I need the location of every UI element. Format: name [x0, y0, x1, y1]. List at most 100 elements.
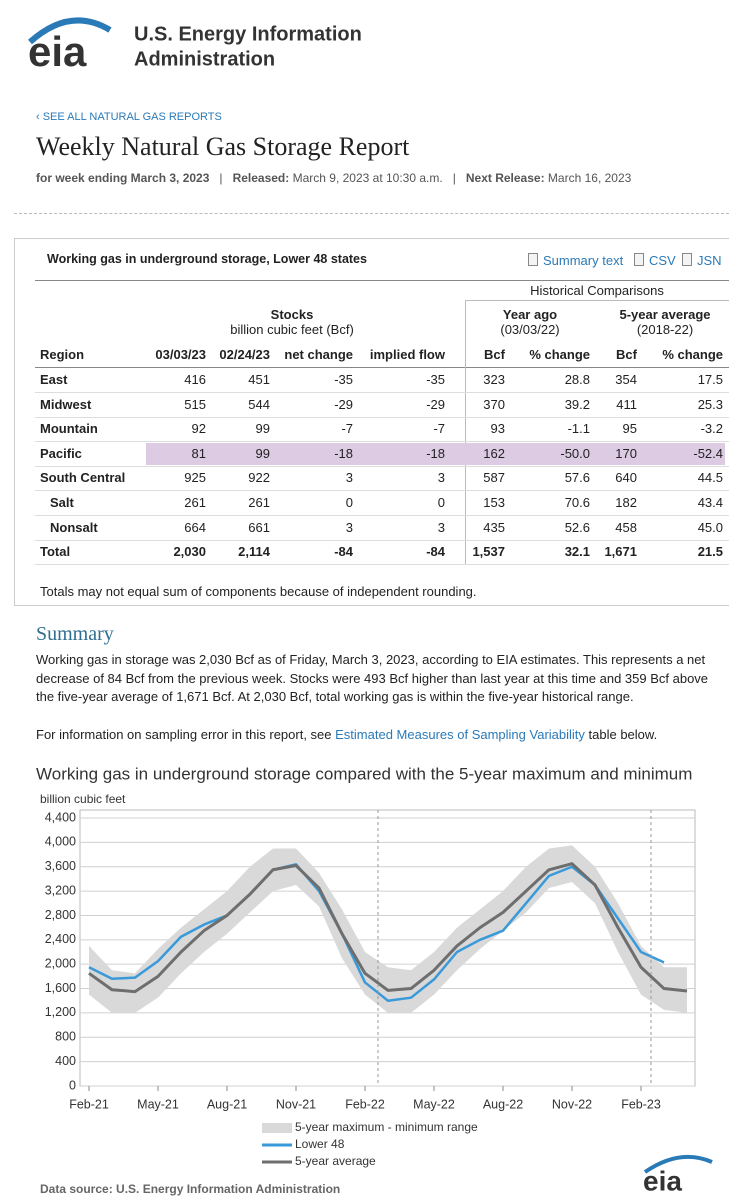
cell: -84 — [426, 544, 445, 560]
cell: -84 — [334, 544, 353, 560]
cell: 925 — [184, 470, 206, 486]
table-box — [14, 238, 729, 606]
cell: 95 — [622, 421, 637, 437]
link[interactable]: JSN — [697, 253, 722, 268]
cell: 99 — [255, 445, 270, 461]
cell: -29 — [426, 396, 445, 412]
sampling-link[interactable]: Estimated Measures of Sampling Variabili… — [335, 727, 585, 742]
cell: 354 — [615, 372, 637, 387]
cell: 640 — [615, 470, 637, 486]
y-tick-label: 4,000 — [45, 835, 76, 849]
cell: 3 — [345, 519, 353, 535]
cell: 28.8 — [564, 372, 590, 387]
sep: | — [219, 171, 223, 185]
cell: -52.4 — [693, 445, 723, 461]
legend-label: 5-year average — [295, 1154, 376, 1168]
cell: 17.5 — [697, 372, 723, 387]
rule — [465, 300, 729, 301]
sep: | — [452, 171, 456, 185]
region-cell: Total — [40, 544, 71, 560]
x-tick-label: Nov-22 — [552, 1097, 592, 1111]
cell: 1,671 — [604, 544, 637, 560]
file-icon — [528, 253, 538, 266]
cell: -1.1 — [567, 421, 590, 437]
group-header: Year ago — [502, 307, 558, 322]
cell: 32.1 — [564, 544, 590, 560]
x-tick-label: Aug-21 — [207, 1097, 247, 1111]
cell: -50.0 — [560, 445, 590, 461]
cell: 451 — [248, 372, 270, 387]
cell: 182 — [615, 495, 637, 510]
y-tick-label: 1,200 — [45, 1005, 76, 1019]
cell: 92 — [191, 421, 206, 437]
rule — [35, 416, 729, 418]
link[interactable]: CSV — [649, 253, 676, 268]
rule — [35, 280, 729, 281]
cell: 44.5 — [697, 470, 723, 486]
column-header: 03/03/23 — [155, 347, 206, 362]
cell: 39.2 — [564, 396, 590, 412]
cell: -7 — [341, 421, 353, 437]
row-highlight — [146, 442, 725, 465]
y-tick-label: 3,600 — [45, 859, 76, 873]
cell: 70.6 — [564, 495, 590, 510]
cell: 25.3 — [697, 396, 723, 412]
column-header: implied flow — [369, 347, 445, 362]
cell: 2,114 — [238, 544, 270, 560]
org-name: Administration — [134, 48, 275, 70]
meta-value: March 16, 2023 — [547, 171, 632, 185]
cell: 57.6 — [564, 470, 590, 486]
logo-arc — [643, 1154, 713, 1174]
y-tick-label: 400 — [55, 1054, 76, 1068]
cell: 261 — [248, 495, 270, 510]
legend-label: 5-year maximum - minimum range — [295, 1120, 478, 1134]
region-cell: Nonsalt — [50, 519, 98, 535]
cell: 323 — [483, 372, 505, 387]
sampling-note: For information on sampling error in thi… — [36, 727, 657, 743]
x-tick-label: May-22 — [413, 1097, 455, 1111]
file-icon — [634, 253, 644, 266]
y-tick-label: 1,600 — [45, 981, 76, 995]
region-cell: East — [40, 372, 68, 387]
region-cell: South Central — [40, 470, 126, 486]
file-icon — [682, 253, 692, 266]
group-sub: (2018-22) — [636, 322, 694, 337]
legend-label: Lower 48 — [295, 1137, 345, 1151]
report-title: Weekly Natural Gas Storage Report — [36, 132, 410, 161]
back-link[interactable]: ‹ SEE ALL NATURAL GAS REPORTS — [36, 111, 222, 123]
x-tick-label: Aug-22 — [483, 1097, 523, 1111]
cell: 922 — [248, 470, 270, 486]
cell: 0 — [437, 495, 445, 510]
link[interactable]: Summary text — [543, 253, 624, 268]
cell: -29 — [334, 396, 353, 412]
rule — [35, 490, 729, 492]
series-line — [88, 863, 665, 1002]
meta-value: March 9, 2023 at 10:30 a.m. — [292, 171, 443, 185]
y-tick-label: 0 — [69, 1078, 76, 1092]
column-header: % change — [529, 347, 590, 362]
x-tick-label: Nov-21 — [276, 1097, 316, 1111]
cell: -18 — [334, 445, 353, 461]
region-cell: Mountain — [40, 421, 98, 437]
x-tick-label: Feb-23 — [621, 1097, 661, 1111]
table-caption: Working gas in underground storage, Lowe… — [47, 252, 367, 266]
cell: 416 — [184, 372, 206, 387]
logo-text: eia — [643, 1165, 682, 1196]
meta-label: Next Release: — [465, 171, 545, 185]
cell: 0 — [345, 495, 353, 510]
cell: 2,030 — [173, 544, 206, 560]
cell: 52.6 — [564, 519, 590, 535]
cell: 99 — [255, 421, 270, 437]
column-header: 02/24/23 — [219, 347, 270, 362]
divider — [14, 213, 729, 214]
cell: 458 — [615, 519, 637, 535]
cell: -3.2 — [700, 421, 723, 437]
cell: 664 — [184, 519, 206, 535]
text: table below. — [584, 727, 658, 742]
cell: 661 — [248, 519, 270, 535]
y-tick-label: 2,400 — [45, 932, 76, 946]
cell: -35 — [334, 372, 353, 387]
cell: 587 — [483, 470, 505, 486]
cell: 370 — [483, 396, 505, 412]
column-header: % change — [662, 347, 723, 362]
